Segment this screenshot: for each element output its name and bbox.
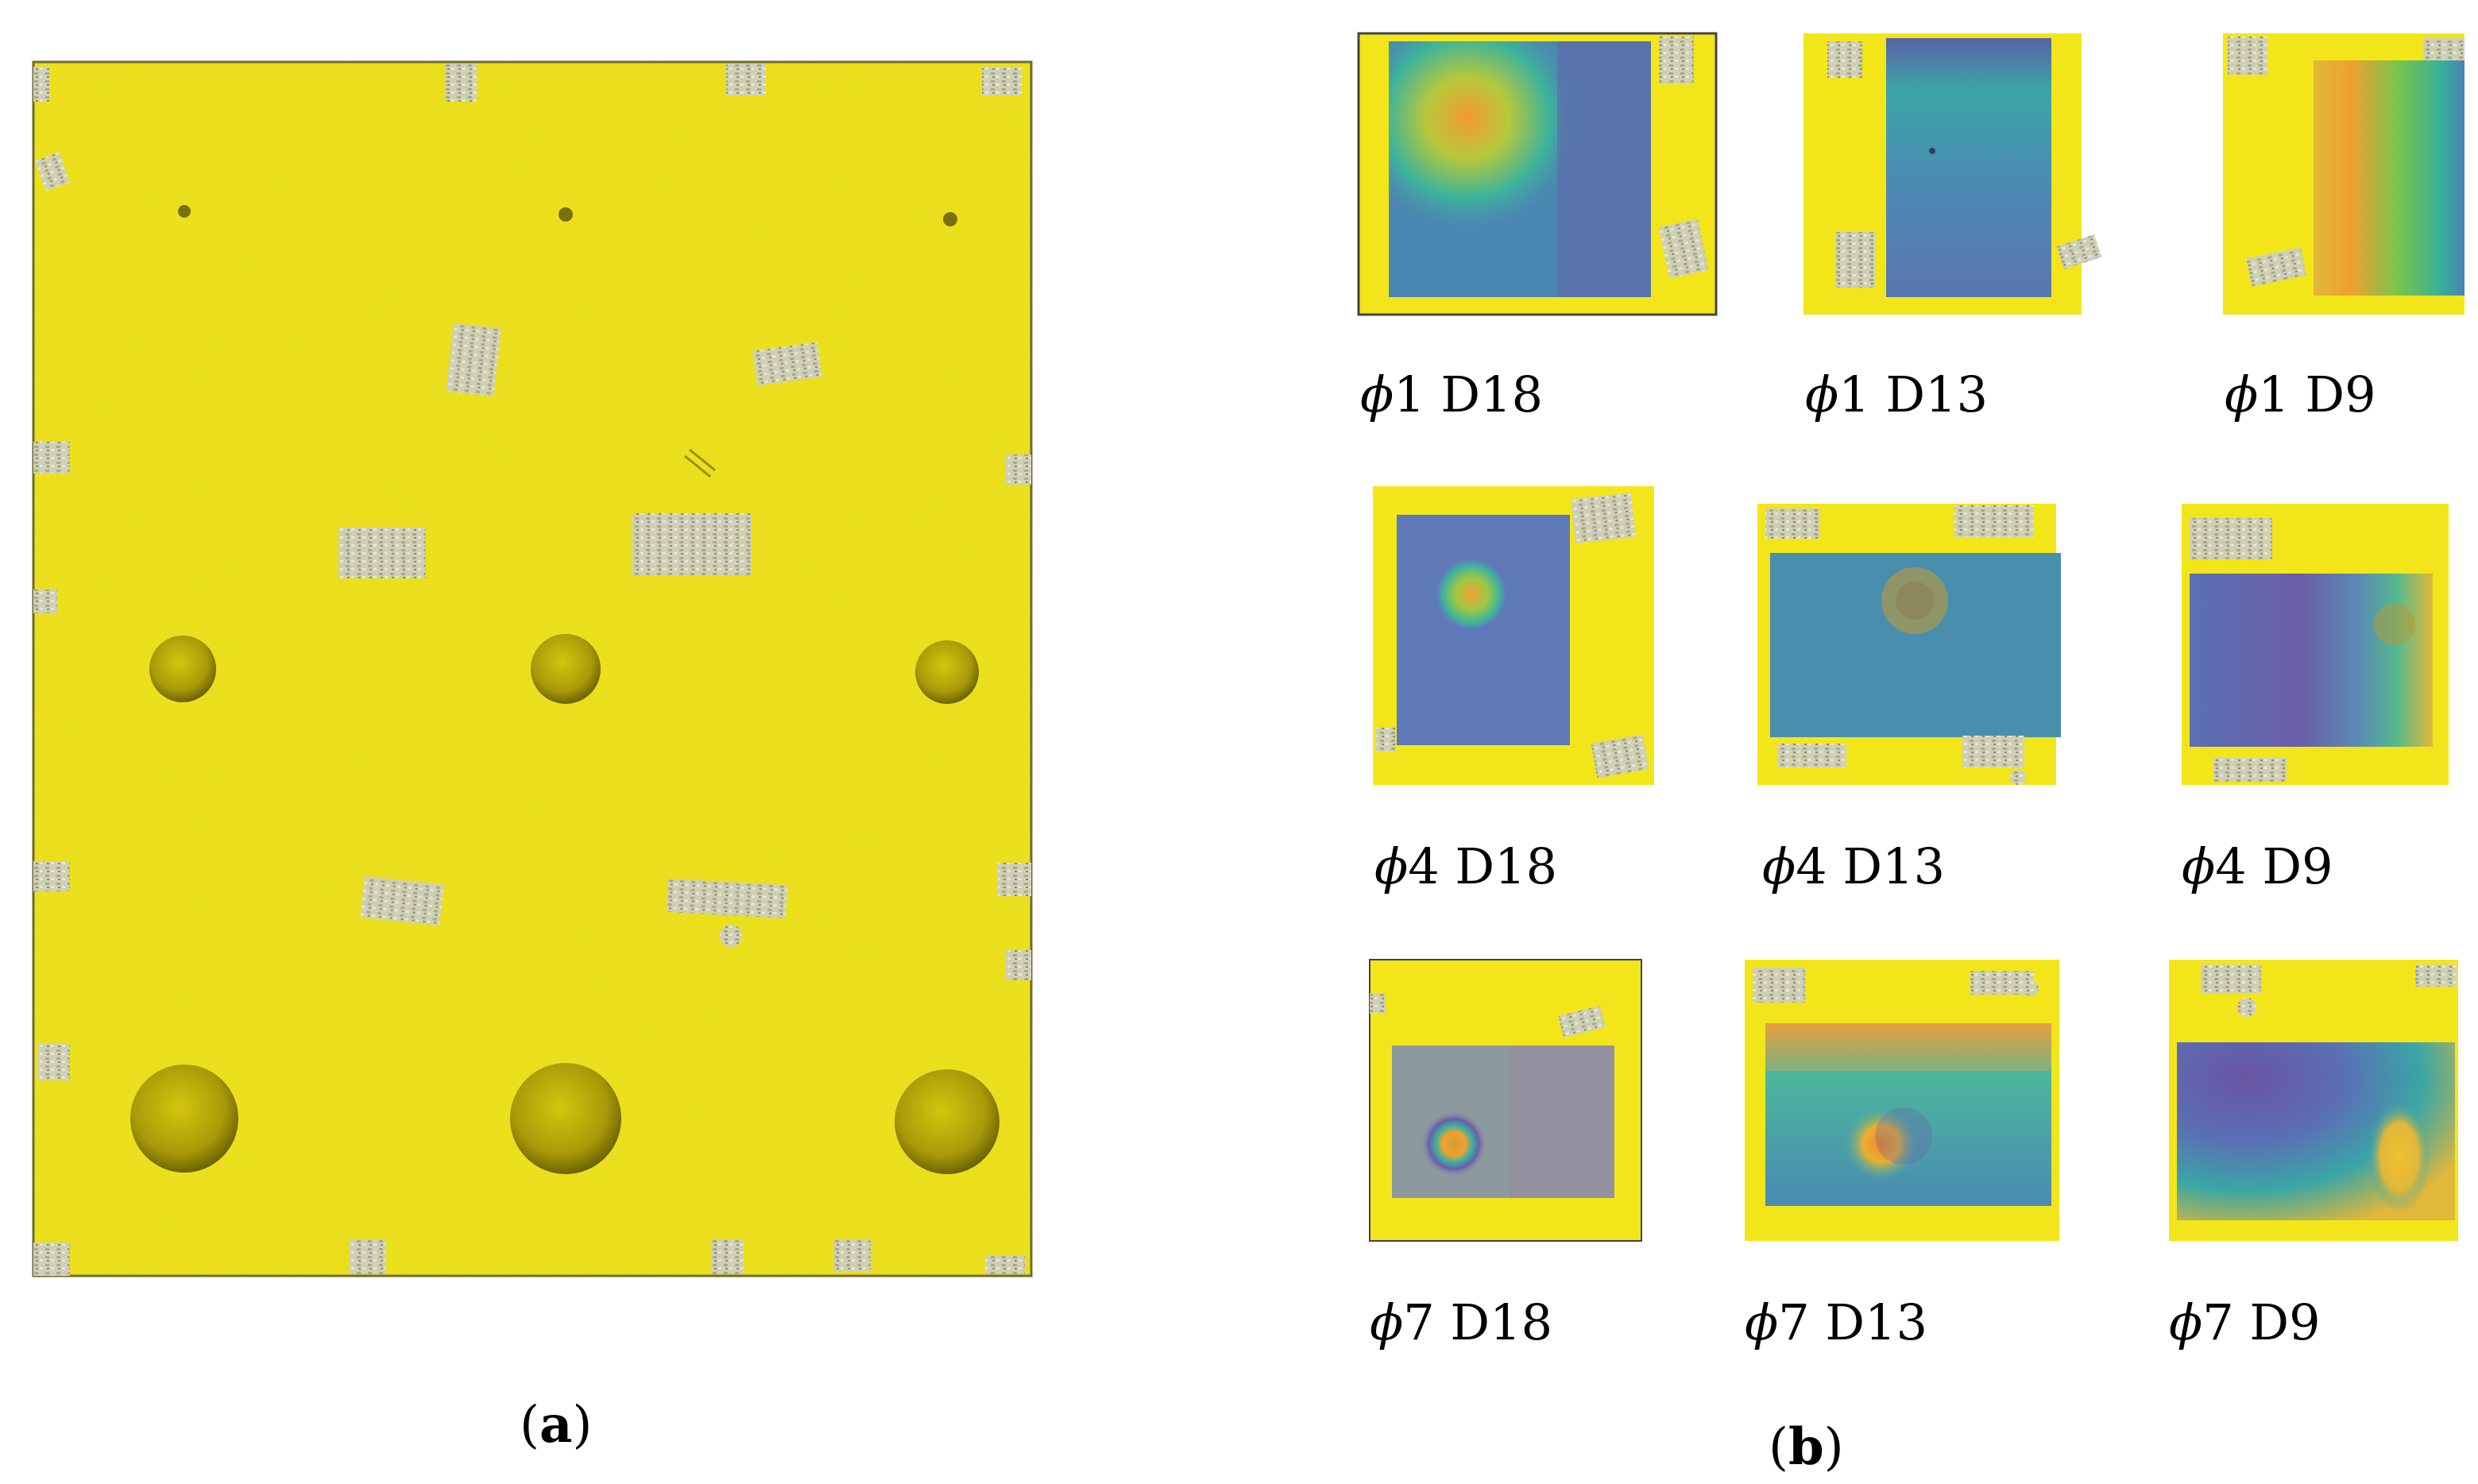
large-hole <box>895 1069 999 1174</box>
thumbnail-label: ϕ4 D13 <box>1762 837 1946 895</box>
medium-hole <box>915 640 979 704</box>
thumbnail-phi7-d9 <box>2169 960 2458 1241</box>
thumbnail-phi1-d9 <box>2223 33 2464 315</box>
thumbnail-phi7-d13 <box>1745 960 2059 1241</box>
thumbnail-label: ϕ1 D18 <box>1360 365 1544 423</box>
thumbnail-phi1-d13 <box>1803 33 2102 315</box>
large-hole <box>510 1063 621 1174</box>
medium-hole <box>149 636 216 702</box>
thumbnail-label: ϕ1 D9 <box>2225 365 2376 423</box>
pin-hole <box>559 207 573 222</box>
thumbnail-label: ϕ7 D13 <box>1745 1293 1928 1351</box>
pin-hole <box>943 212 957 226</box>
thumbnail-phi4-d18 <box>1373 486 1654 785</box>
thumbnail-label: ϕ7 D18 <box>1370 1293 1553 1351</box>
thumbnail-label: ϕ7 D9 <box>2169 1293 2321 1351</box>
thumbnail-label: ϕ4 D18 <box>1374 837 1558 895</box>
thumbnail-label: ϕ4 D9 <box>2182 837 2333 895</box>
thumbnail-label: ϕ1 D13 <box>1805 365 1989 423</box>
thumbnail-phi4-d9 <box>2182 504 2449 785</box>
panel-label-a: (a) <box>520 1395 593 1455</box>
tape-patches <box>33 64 1031 1276</box>
thumbnail-phi7-d18 <box>1369 959 1642 1242</box>
medium-hole <box>531 634 601 704</box>
thumbnail-phi1-d18 <box>1357 32 1718 316</box>
specimen-photo <box>32 60 1033 1277</box>
thumbnail-phi4-d13 <box>1757 504 2061 785</box>
panel-label-b: (b) <box>1769 1417 1844 1477</box>
large-hole <box>130 1065 238 1173</box>
pin-hole <box>178 205 191 218</box>
